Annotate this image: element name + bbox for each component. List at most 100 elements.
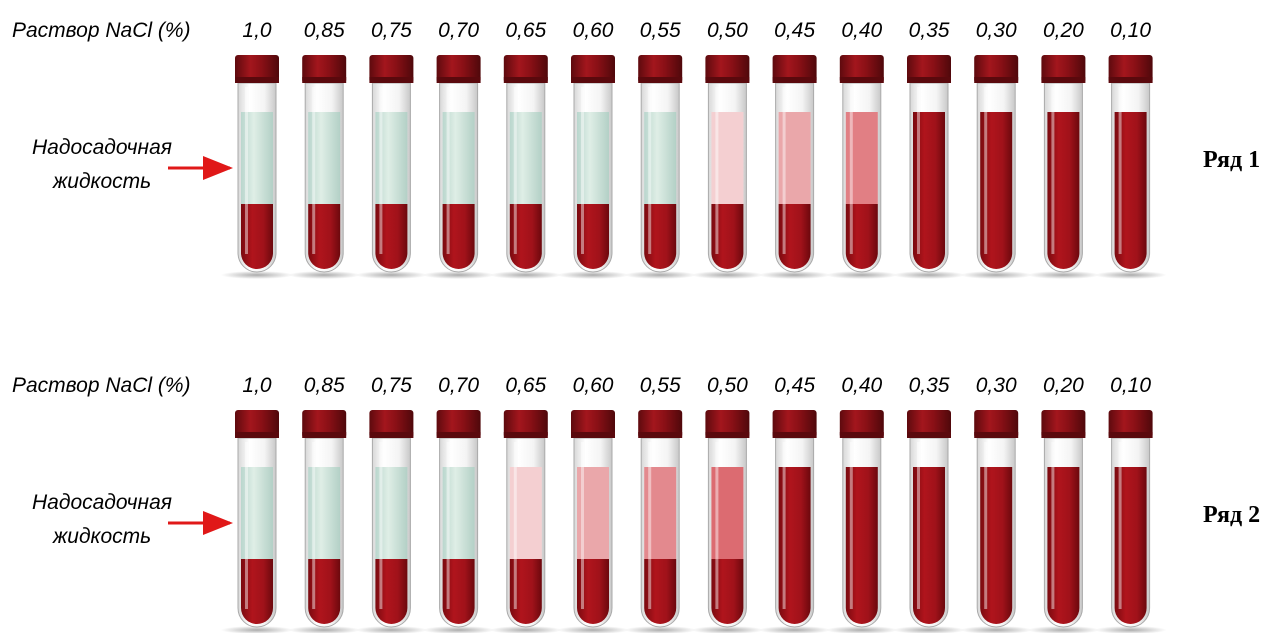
blood [778,467,811,624]
glass-highlight [312,87,316,254]
glass-highlight [782,442,786,609]
blood [1114,467,1147,624]
test-tube: 0,40 [825,19,898,279]
supernatant [442,112,475,204]
test-tube: 1,0 [221,19,293,279]
cap-rim [1041,432,1086,438]
test-tube: 0,85 [288,374,361,633]
blood [1114,112,1147,269]
concentration-label: 0,85 [304,19,345,42]
test-tube: 0,55 [624,19,697,279]
sediment [308,204,341,269]
cap-rim [772,432,817,438]
tube-cap [1108,410,1153,438]
tube-shadow [1094,271,1167,279]
tube-cap [302,410,347,438]
tube-cap [974,55,1019,83]
concentration-label: 0,40 [841,19,882,42]
tube-cap [772,55,817,83]
glass-highlight [1118,442,1122,609]
glass-highlight [984,87,988,254]
cap-rim [974,77,1019,83]
hemolysed-supernatant [845,112,878,204]
tube-shadow [288,271,361,279]
sediment [711,559,744,624]
blood [980,112,1013,269]
glass-highlight [648,442,652,609]
tube-cap [302,55,347,83]
tube-shadow [422,271,495,279]
tube-shadow [960,626,1033,633]
test-tube: 0,35 [893,374,965,633]
concentration-label: 0,70 [438,374,479,397]
glass-highlight [581,442,584,609]
sediment [442,559,475,624]
hemolysed-supernatant [577,467,609,559]
tube-cap [571,410,615,438]
blood [913,467,945,624]
sediment [845,204,878,269]
tube-cap [907,410,951,438]
concentration-label: 0,50 [707,19,748,42]
test-tube: 0,45 [758,19,831,279]
test-tube: 0,55 [624,374,697,633]
blood [1047,112,1080,269]
supernatant [778,112,811,204]
sediment [577,204,609,269]
tube-cap [503,55,548,83]
cap-rim [436,432,481,438]
supernatant [308,467,341,559]
cap-rim [235,77,279,83]
cap-rim [638,432,683,438]
tube-shadow [557,626,629,633]
supernatant [308,112,341,204]
tube-shadow [1094,626,1167,633]
tube-cap [369,55,414,83]
tube-cap [839,55,884,83]
glass-highlight [513,442,517,609]
tube-cap [369,410,414,438]
sediment [442,204,475,269]
test-tube: 0,30 [960,19,1033,279]
supernatant-label: Надосадочная [32,136,172,159]
tube-shadow [557,271,629,279]
sediment [644,204,677,269]
hemolysed-supernatant [711,112,744,204]
tube-cap [839,410,884,438]
cap-rim [772,77,817,83]
cap-rim [1108,77,1153,83]
glass-highlight [446,87,450,254]
tube-cap [772,410,817,438]
tube-shadow [624,626,697,633]
sediment [308,559,341,624]
glass-highlight [782,87,786,254]
concentration-label: 0,10 [1110,19,1151,42]
supernatant [711,112,744,204]
tube-shadow [288,626,361,633]
cap-rim [1041,77,1086,83]
hemolysed-supernatant [644,467,677,559]
test-tube: 0,10 [1094,19,1167,279]
concentration-label: 1,0 [242,374,272,397]
test-tube: 1,0 [221,374,293,633]
test-tube: 0,10 [1094,374,1167,633]
tube-cap [974,410,1019,438]
cap-rim [705,77,750,83]
sediment [577,559,609,624]
concentration-label: 0,40 [841,374,882,397]
sediment [509,559,542,624]
glass-highlight [715,442,719,609]
glass-highlight [1051,442,1055,609]
supernatant [375,112,408,204]
glass-highlight [917,87,920,254]
supernatant [509,467,542,559]
tube-shadow [1027,626,1100,633]
test-tube: 0,20 [1027,374,1100,633]
tube-shadow [489,626,562,633]
cap-rim [705,432,750,438]
glass-highlight [379,87,383,254]
supernatant [241,467,273,559]
supernatant [509,112,542,204]
concentration-label: 0,30 [976,19,1017,42]
